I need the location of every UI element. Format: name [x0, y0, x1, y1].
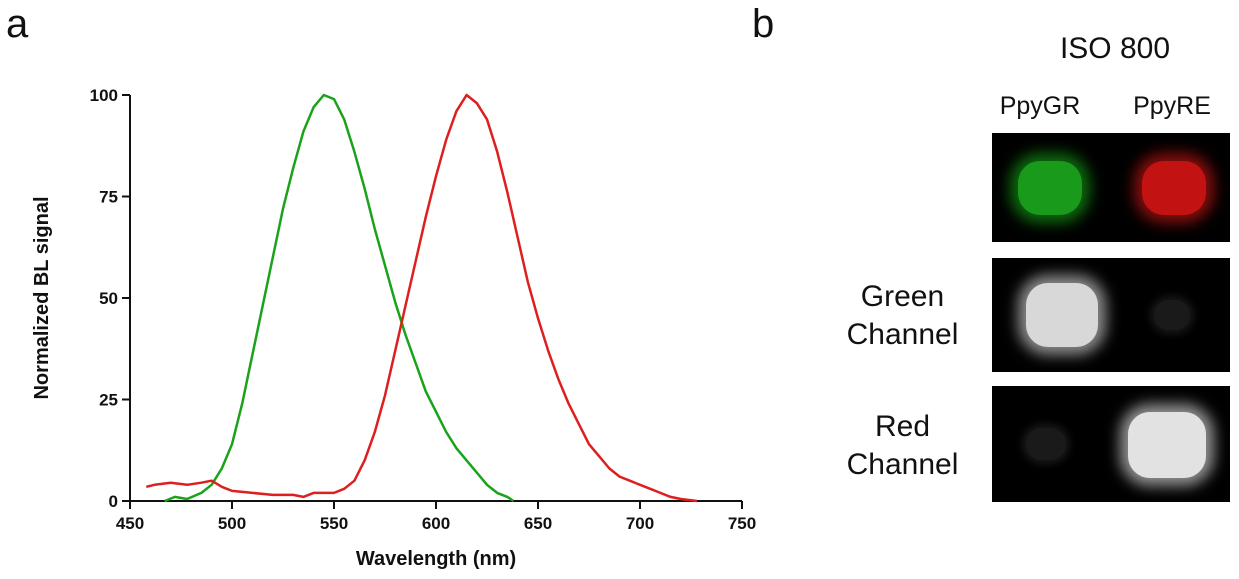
row-label-line1: Red: [874, 410, 931, 443]
red-spot: [1142, 161, 1206, 215]
spectrum-chart: 0 25 50 75 100 450 500 550 600 650 700 750 Waveleng…: [31, 86, 757, 570]
y-tick-label: 25: [99, 391, 118, 410]
x-tick-label: 450: [116, 514, 144, 533]
merged-image: [992, 133, 1230, 242]
panel-label-a: a: [6, 2, 29, 46]
column-header-ppygr: PpyGR: [999, 92, 1081, 120]
series-line-red: [146, 93, 698, 503]
bright-spot: [1128, 412, 1206, 478]
row-label-line2: Channel: [846, 318, 959, 351]
bright-spot: [1026, 283, 1098, 347]
x-tick-label: 500: [218, 514, 246, 533]
y-tick-label: 100: [90, 86, 118, 105]
y-tick-label: 50: [99, 289, 118, 308]
iso-title: ISO 800: [1059, 32, 1171, 65]
x-tick-label: 600: [422, 514, 450, 533]
y-axis-title: Normalized BL signal: [31, 196, 53, 399]
faint-spot: [1026, 428, 1066, 460]
x-tick-label: 550: [320, 514, 348, 533]
green-spot: [1018, 161, 1082, 215]
series-line-green: [164, 93, 515, 503]
row-label-line2: Channel: [846, 448, 959, 481]
y-tick-label: 0: [109, 492, 118, 511]
chart-series: [146, 93, 698, 503]
column-header-ppyre: PpyRE: [1133, 92, 1211, 120]
x-tick-label: 750: [728, 514, 756, 533]
red-channel-image: [992, 386, 1230, 502]
x-tick-label: 650: [524, 514, 552, 533]
x-axis-title: Wavelength (nm): [356, 548, 516, 570]
faint-spot: [1154, 300, 1190, 330]
x-tick-label: 700: [626, 514, 654, 533]
y-tick-label: 75: [99, 188, 118, 207]
chart-axes: 0 25 50 75 100 450 500 550 600 650 700 750: [90, 86, 757, 533]
green-channel-image: [992, 258, 1230, 372]
row-label-line1: Green: [860, 280, 945, 313]
row-label-red-channel: Red Channel: [810, 408, 995, 484]
panel-label-b: b: [752, 2, 775, 46]
row-label-green-channel: Green Channel: [810, 278, 995, 354]
